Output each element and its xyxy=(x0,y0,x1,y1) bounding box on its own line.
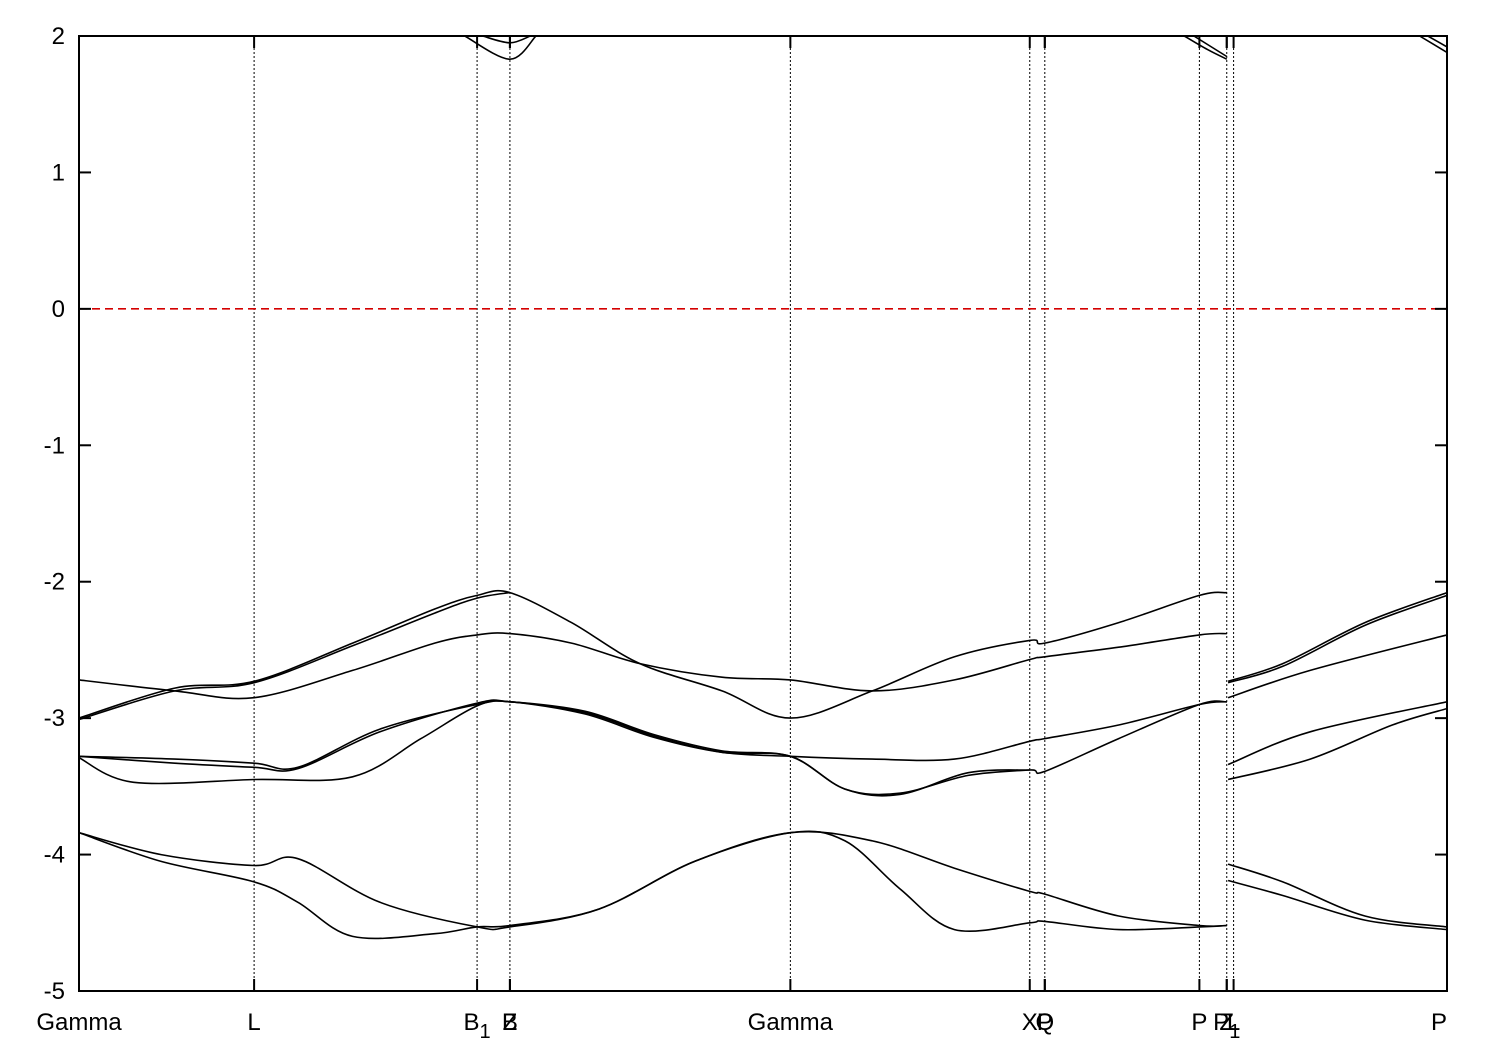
y-tick-label: 0 xyxy=(52,296,65,323)
band-line-4 xyxy=(79,700,1227,785)
kpoint-label: B xyxy=(502,1009,518,1036)
band-line-12 xyxy=(1227,707,1447,781)
kpoint-label: P xyxy=(1037,1009,1053,1036)
kpoint-label: L xyxy=(1227,1009,1240,1036)
y-tick-label: -1 xyxy=(44,432,65,459)
band-line-15 xyxy=(464,36,537,61)
band-line-9 xyxy=(1227,594,1447,684)
kpoint-label: X xyxy=(1022,1009,1038,1036)
band-line-2 xyxy=(79,632,1227,700)
kpoint-label: P xyxy=(1431,1009,1447,1036)
kpoint-label: Z xyxy=(1219,1009,1234,1036)
y-tick-label: 1 xyxy=(52,159,65,186)
plot-frame xyxy=(78,35,1448,992)
band-line-8 xyxy=(1227,591,1447,683)
band-line-11 xyxy=(1227,701,1447,766)
band-lines xyxy=(79,36,1447,940)
band-line-7 xyxy=(79,830,1227,940)
band-line-17 xyxy=(1183,36,1228,60)
band-line-14 xyxy=(1227,879,1447,931)
band-line-18 xyxy=(1193,36,1228,58)
kpoint-label: P xyxy=(1191,1009,1207,1036)
band-line-10 xyxy=(1227,634,1447,699)
band-line-5 xyxy=(79,700,1030,797)
band-line-0 xyxy=(79,589,1227,719)
band-line-13 xyxy=(1227,863,1447,928)
kpoint-label: P1 xyxy=(1213,1009,1240,1043)
band-line-20 xyxy=(1427,36,1447,48)
band-line-16 xyxy=(482,36,531,44)
kpoint-label: B1 xyxy=(464,1009,491,1043)
y-tick-label: -4 xyxy=(44,842,65,869)
y-tick-label: 2 xyxy=(52,23,65,50)
kpoint-label: Gamma xyxy=(748,1009,834,1036)
kpoint-lines xyxy=(253,36,1235,991)
y-tick-label: -2 xyxy=(44,569,65,596)
kpoint-label: Gamma xyxy=(36,1009,122,1036)
band-line-1 xyxy=(79,591,511,721)
y-tick-label: -5 xyxy=(44,978,65,1005)
kpoint-label: Z xyxy=(503,1009,518,1036)
kpoint-label: Q xyxy=(1035,1009,1054,1036)
kpoint-label: L xyxy=(247,1009,260,1036)
y-axis: -5 -4 -3 -2 -1 0 1 2 xyxy=(44,23,1447,1005)
y-tick-label: -3 xyxy=(44,705,65,732)
band-line-3 xyxy=(79,699,1227,796)
